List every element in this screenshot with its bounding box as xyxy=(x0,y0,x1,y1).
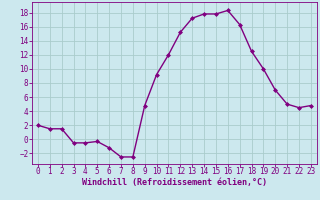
X-axis label: Windchill (Refroidissement éolien,°C): Windchill (Refroidissement éolien,°C) xyxy=(82,178,267,187)
